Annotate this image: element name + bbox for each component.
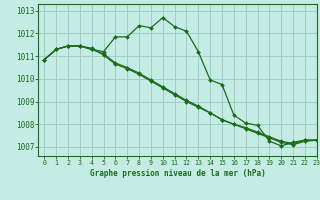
X-axis label: Graphe pression niveau de la mer (hPa): Graphe pression niveau de la mer (hPa) [90,169,266,178]
